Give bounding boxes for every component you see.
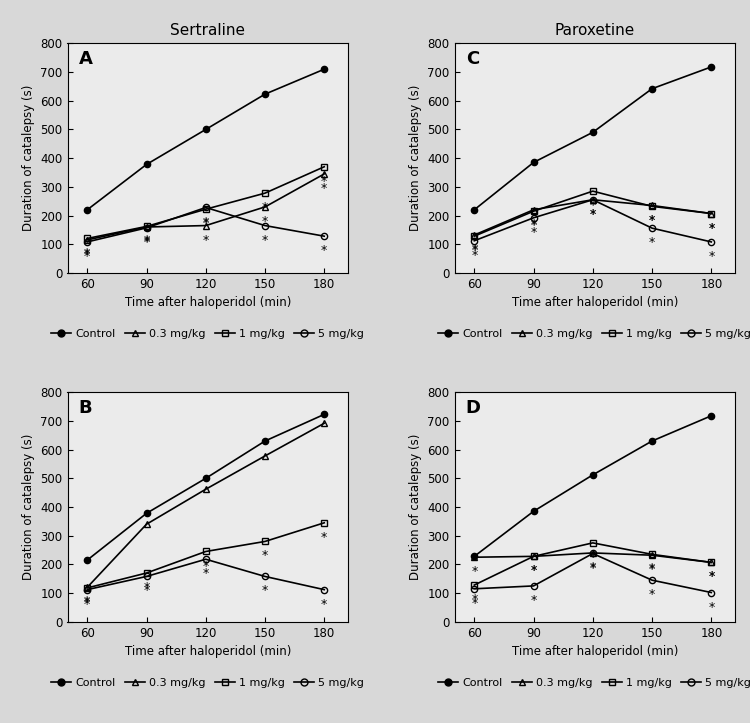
Text: *: *: [143, 581, 150, 594]
Text: *: *: [84, 250, 91, 263]
Text: *: *: [649, 236, 656, 249]
X-axis label: Time after haloperidol (min): Time after haloperidol (min): [124, 296, 291, 309]
Title: Sertraline: Sertraline: [170, 23, 245, 38]
Text: *: *: [649, 589, 656, 602]
Text: *: *: [590, 208, 596, 221]
X-axis label: Time after haloperidol (min): Time after haloperidol (min): [124, 645, 291, 658]
Text: *: *: [202, 215, 209, 228]
Text: *: *: [202, 560, 209, 573]
Text: *: *: [471, 249, 478, 262]
Text: *: *: [530, 565, 537, 578]
Text: *: *: [708, 570, 715, 583]
Text: *: *: [471, 243, 478, 256]
Text: *: *: [321, 244, 328, 257]
Text: D: D: [466, 399, 481, 417]
Text: C: C: [466, 51, 479, 68]
Text: *: *: [590, 551, 596, 564]
Text: *: *: [143, 234, 150, 247]
Text: *: *: [590, 562, 596, 575]
Text: *: *: [143, 236, 150, 249]
Text: *: *: [321, 531, 328, 544]
Text: *: *: [321, 182, 328, 195]
X-axis label: Time after haloperidol (min): Time after haloperidol (min): [512, 296, 678, 309]
Text: *: *: [708, 601, 715, 614]
Text: *: *: [530, 226, 537, 239]
Y-axis label: Duration of catalepsy (s): Duration of catalepsy (s): [409, 85, 422, 231]
Text: *: *: [708, 221, 715, 234]
Text: A: A: [79, 51, 92, 68]
Text: *: *: [530, 218, 537, 231]
Text: *: *: [708, 250, 715, 263]
Text: *: *: [84, 247, 91, 260]
Text: *: *: [530, 594, 537, 607]
Text: *: *: [321, 175, 328, 188]
Text: *: *: [84, 595, 91, 608]
Text: *: *: [84, 598, 91, 611]
Text: B: B: [79, 399, 92, 417]
Text: *: *: [649, 213, 656, 226]
Text: *: *: [202, 234, 209, 247]
Text: *: *: [530, 565, 537, 578]
Text: *: *: [708, 221, 715, 234]
Title: Paroxetine: Paroxetine: [555, 23, 635, 38]
Legend: Control, 0.3 mg/kg, 1 mg/kg, 5 mg/kg: Control, 0.3 mg/kg, 1 mg/kg, 5 mg/kg: [438, 678, 750, 688]
Text: *: *: [471, 593, 478, 606]
Text: *: *: [262, 215, 268, 228]
Text: *: *: [708, 570, 715, 583]
Legend: Control, 0.3 mg/kg, 1 mg/kg, 5 mg/kg: Control, 0.3 mg/kg, 1 mg/kg, 5 mg/kg: [51, 678, 364, 688]
Text: *: *: [649, 563, 656, 576]
Legend: Control, 0.3 mg/kg, 1 mg/kg, 5 mg/kg: Control, 0.3 mg/kg, 1 mg/kg, 5 mg/kg: [438, 329, 750, 339]
Text: *: *: [649, 215, 656, 227]
Text: *: *: [84, 596, 91, 609]
Text: *: *: [202, 568, 209, 581]
X-axis label: Time after haloperidol (min): Time after haloperidol (min): [512, 645, 678, 658]
Text: *: *: [649, 562, 656, 576]
Text: *: *: [471, 565, 478, 578]
Text: *: *: [530, 219, 537, 232]
Text: *: *: [143, 584, 150, 597]
Y-axis label: Duration of catalepsy (s): Duration of catalepsy (s): [22, 434, 34, 580]
Text: *: *: [471, 244, 478, 257]
Text: *: *: [590, 561, 596, 574]
Text: *: *: [262, 584, 268, 597]
Y-axis label: Duration of catalepsy (s): Duration of catalepsy (s): [22, 85, 34, 231]
Text: *: *: [84, 248, 91, 261]
Text: *: *: [202, 217, 209, 230]
Text: *: *: [262, 201, 268, 214]
Legend: Control, 0.3 mg/kg, 1 mg/kg, 5 mg/kg: Control, 0.3 mg/kg, 1 mg/kg, 5 mg/kg: [51, 329, 364, 339]
Text: *: *: [143, 235, 150, 248]
Text: *: *: [321, 598, 328, 611]
Text: *: *: [262, 549, 268, 562]
Text: *: *: [471, 596, 478, 609]
Y-axis label: Duration of catalepsy (s): Duration of catalepsy (s): [409, 434, 422, 580]
Text: *: *: [262, 234, 268, 247]
Text: *: *: [590, 199, 596, 212]
Text: *: *: [590, 208, 596, 221]
